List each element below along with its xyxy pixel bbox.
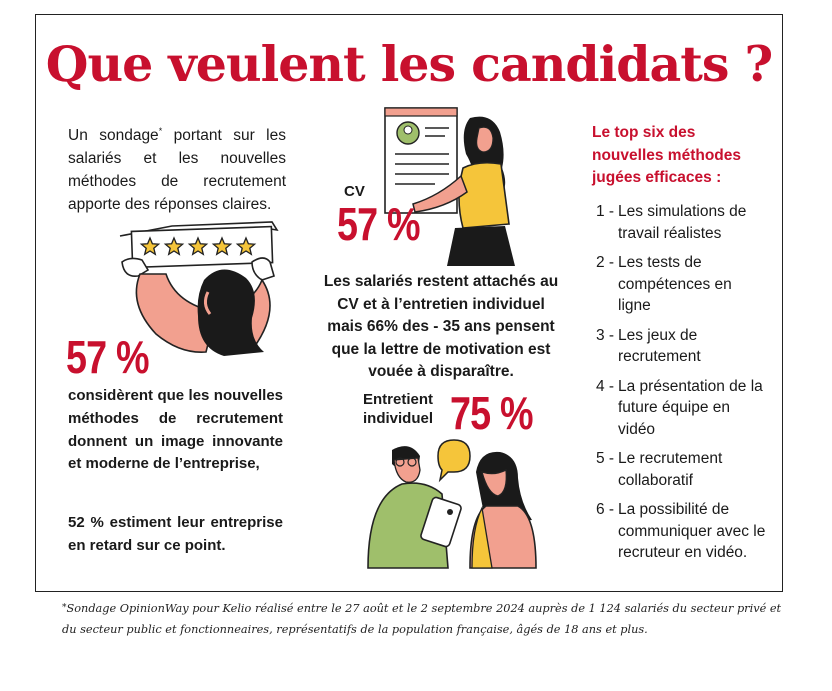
list-item-label: Les jeux de recrutement [618,326,701,366]
intro-text-end: portant sur les salariés et les nouvelle… [68,127,286,214]
intro-paragraph: Un sondage* portant sur les salariés et … [68,120,286,216]
list-item-number: 5 - [596,450,615,467]
list-item-number: 2 - [596,254,615,271]
star-icon [163,236,185,256]
star-icon [211,236,233,256]
top-six-heading: Le top six des nouvelles méthodes jugées… [592,124,742,186]
list-item-number: 6 - [596,501,615,518]
interview-percent: 75 % [450,387,534,439]
list-item: 6 - La possibilité de communiquer avec le… [596,499,768,564]
interview-illustration [367,439,537,569]
list-item-number: 3 - [596,326,615,344]
left-percent: 57 % [66,331,150,383]
list-item-label: Le recrutement collaboratif [618,450,723,489]
intro-text-start: Un sondage [68,127,159,145]
left-stat-text: considèrent que les nouvelles méthodes d… [68,387,283,473]
cv-label: CV [344,183,365,200]
rating-illustration [119,221,279,356]
cv-illustration [384,107,515,266]
list-item: 4 - La présentation de la future équipe e… [596,376,768,441]
list-item: 1 - Les simulations de travail réalistes [596,201,768,244]
list-item-number: 4 - [596,377,615,395]
footnote: *Sondage OpinionWay pour Kelio réalisé e… [62,598,782,640]
center-text: Les salariés restent attachés au CV et à… [323,273,559,380]
cv-percent: 57 % [337,198,421,250]
footnote-text: Sondage OpinionWay pour Kelio réalisé en… [62,602,782,636]
star-icon [187,236,209,256]
star-icon [139,236,161,256]
intro-asterisk: * [158,126,163,136]
page-title: Que veulent les candidats ? [45,35,773,93]
list-item-label: La possibilité de communiquer avec le re… [618,501,766,561]
left-stat-text-2: 52 % estiment leur entreprise en retard … [68,514,283,554]
top-six-list: 1 - Les simulations de travail réalistes … [596,201,768,572]
list-item: 2 - Les tests de compétences en ligne [596,252,768,317]
list-item: 3 - Les jeux de recrutement [596,325,768,368]
star-icon [235,236,257,256]
list-item-label: Les simulations de travail réalistes [618,203,747,242]
list-item-number: 1 - [596,203,615,220]
list-item: 5 - Le recrutement collaboratif [596,448,768,491]
list-item-label: La présentation de la future équipe en v… [618,377,763,438]
footnote-asterisk: * [62,603,67,613]
interview-label: Entretient individuel [356,390,440,428]
infographic-frame: Que veulent les candidats ? [35,14,783,592]
list-item-label: Les tests de compétences en ligne [618,254,732,314]
interview-label-text: Entretient individuel [362,391,433,427]
